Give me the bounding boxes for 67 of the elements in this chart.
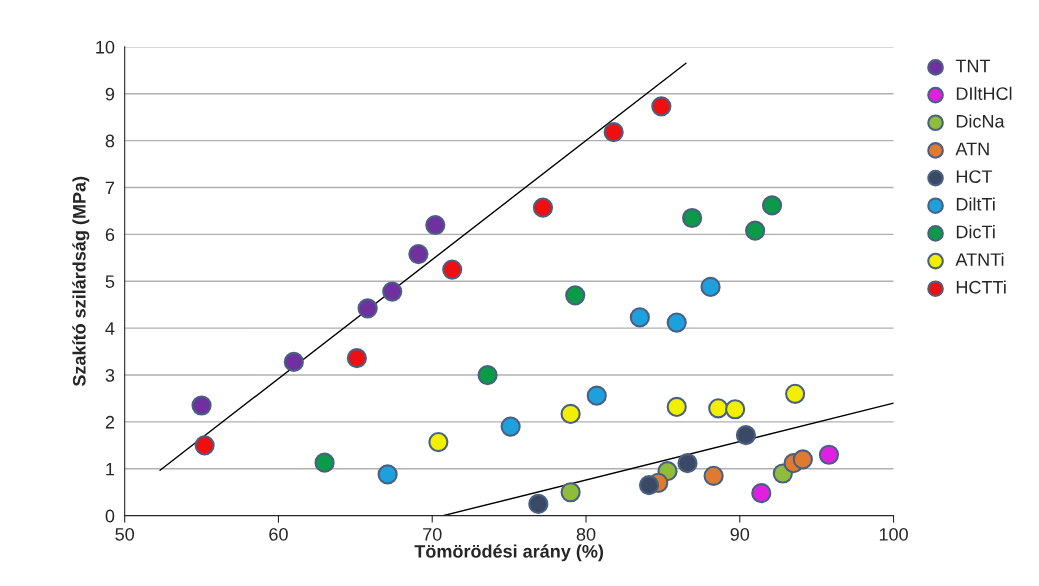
point [629, 307, 650, 328]
point [500, 416, 521, 437]
point [651, 96, 672, 117]
x-tick-label: 100 [879, 527, 908, 541]
point [283, 351, 304, 373]
point [560, 482, 581, 503]
legend-label: TNT [955, 59, 991, 73]
point [818, 444, 840, 465]
point [194, 435, 215, 456]
y-axis-title: Szakító szilárdság (MPa) [72, 176, 90, 387]
x-tick-label: 70 [423, 527, 442, 541]
x-axis-title: Tömörödési arány (%) [414, 544, 604, 562]
y-tick-label: 2 [105, 415, 115, 429]
point [682, 207, 703, 229]
point [638, 475, 660, 496]
point [735, 424, 757, 446]
y-tick-label: 1 [106, 462, 115, 476]
point [442, 259, 463, 280]
legend-label: DicNa [956, 114, 1005, 128]
point [586, 385, 607, 406]
point [428, 431, 449, 453]
point [377, 464, 398, 485]
point [603, 122, 624, 143]
y-tick-label: 4 [105, 322, 115, 335]
point [560, 403, 581, 425]
point [528, 493, 549, 515]
point [565, 285, 586, 306]
y-tick-label: 3 [105, 368, 115, 382]
point [725, 399, 746, 420]
x-tick-label: 80 [576, 527, 596, 541]
point [477, 364, 498, 386]
point [191, 395, 212, 416]
point [700, 276, 721, 297]
point [532, 197, 554, 218]
x-tick-label: 90 [730, 527, 750, 541]
legend-label: DiltTi [956, 197, 995, 211]
x-tick-label: 60 [269, 527, 288, 541]
y-tick-label: 6 [105, 228, 115, 242]
point [314, 452, 335, 473]
point [785, 383, 806, 404]
point [703, 465, 724, 486]
legend-label: DicTi [956, 225, 995, 239]
legend-label: HCTTi [956, 280, 1006, 294]
y-tick-label: 8 [105, 134, 115, 148]
y-tick-label: 9 [105, 87, 115, 101]
point [792, 449, 813, 470]
y-tick-label: 7 [105, 181, 115, 195]
point [357, 298, 378, 319]
y-tick-label: 0 [105, 509, 115, 523]
legend-label: ATN [955, 142, 989, 156]
point [745, 220, 766, 241]
point [408, 244, 429, 265]
point [382, 281, 403, 302]
point [346, 348, 367, 369]
point [677, 453, 698, 474]
point [708, 398, 729, 419]
legend-label: HCT [956, 170, 993, 183]
legend-label: DIltHCl [956, 86, 1012, 100]
y-tick-label: 5 [105, 275, 115, 288]
y-tick-label: 10 [96, 40, 115, 54]
point [666, 396, 687, 418]
x-tick-label: 50 [115, 527, 135, 541]
point [751, 483, 772, 504]
point [666, 312, 687, 333]
point [761, 195, 783, 216]
legend-label: ATNTi [955, 252, 1004, 266]
point [425, 214, 446, 236]
